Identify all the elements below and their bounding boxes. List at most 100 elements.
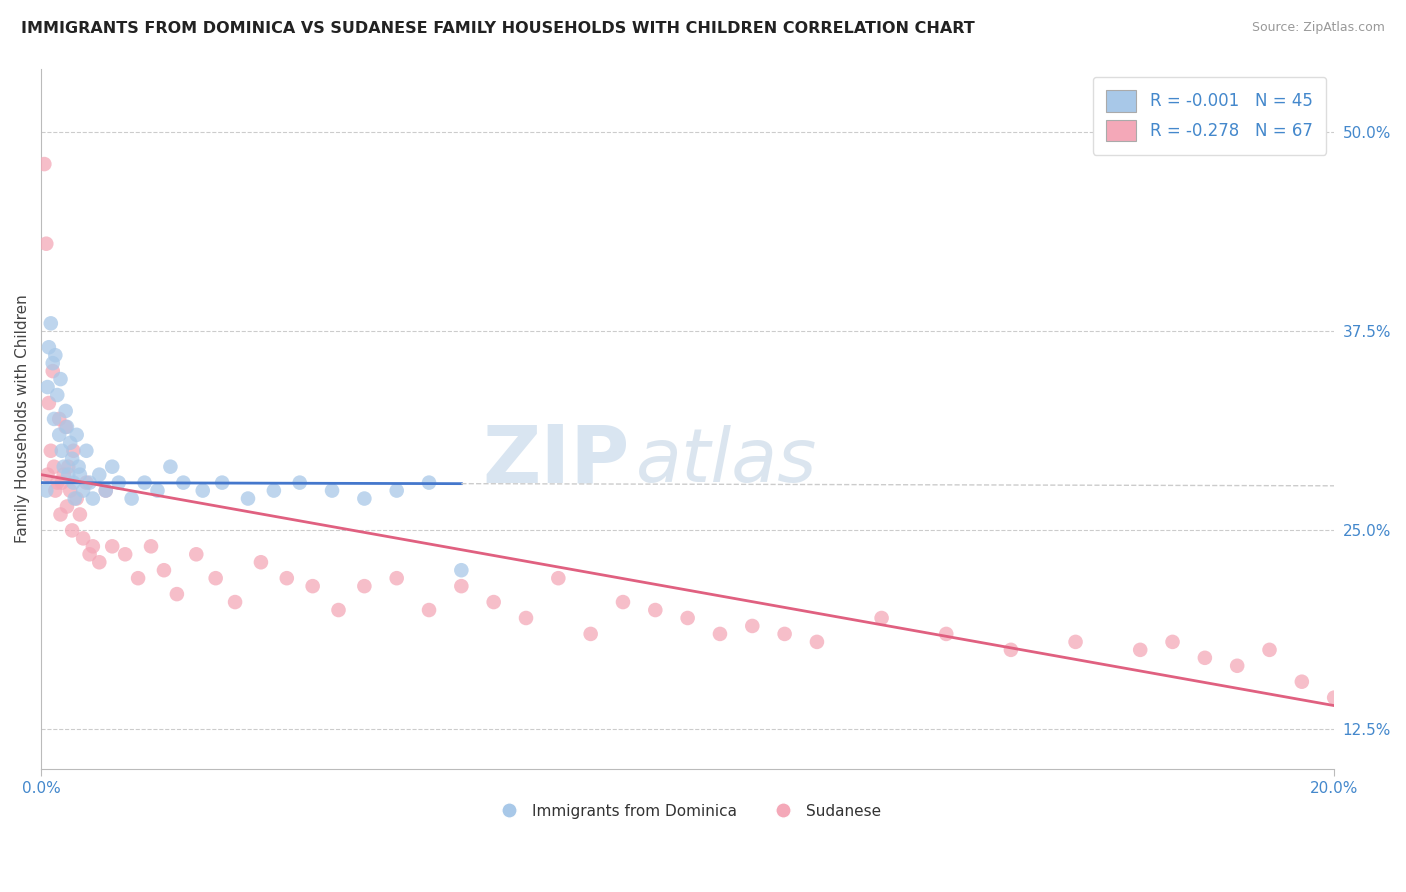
Text: ZIP: ZIP bbox=[482, 422, 630, 500]
Point bbox=[1129, 643, 1152, 657]
Point bbox=[773, 627, 796, 641]
Point bbox=[59, 483, 82, 498]
Text: IMMIGRANTS FROM DOMINICA VS SUDANESE FAMILY HOUSEHOLDS WITH CHILDREN CORRELATION: IMMIGRANTS FROM DOMINICA VS SUDANESE FAM… bbox=[21, 21, 974, 37]
Legend: Immigrants from Dominica, Sudanese: Immigrants from Dominica, Sudanese bbox=[488, 797, 887, 825]
Point bbox=[63, 491, 86, 506]
Point bbox=[55, 404, 77, 418]
Point bbox=[263, 483, 285, 498]
Point bbox=[676, 611, 699, 625]
Point bbox=[450, 579, 472, 593]
Point bbox=[1064, 635, 1087, 649]
Point bbox=[172, 475, 194, 490]
Point bbox=[42, 364, 65, 378]
Point bbox=[89, 555, 111, 569]
Point bbox=[51, 443, 73, 458]
Point bbox=[69, 508, 91, 522]
Point bbox=[35, 236, 58, 251]
Point bbox=[612, 595, 634, 609]
Point bbox=[709, 627, 731, 641]
Point bbox=[49, 508, 72, 522]
Text: Source: ZipAtlas.com: Source: ZipAtlas.com bbox=[1251, 21, 1385, 35]
Point bbox=[288, 475, 311, 490]
Point bbox=[191, 483, 214, 498]
Point bbox=[353, 579, 375, 593]
Point bbox=[644, 603, 666, 617]
Point bbox=[515, 611, 537, 625]
Text: atlas: atlas bbox=[636, 425, 817, 497]
Point bbox=[321, 483, 343, 498]
Point bbox=[46, 475, 69, 490]
Point bbox=[935, 627, 957, 641]
Point bbox=[89, 467, 111, 482]
Point bbox=[56, 420, 79, 434]
Point bbox=[127, 571, 149, 585]
Point bbox=[806, 635, 828, 649]
Point bbox=[46, 388, 69, 402]
Point bbox=[450, 563, 472, 577]
Point bbox=[39, 317, 62, 331]
Point bbox=[42, 412, 65, 426]
Point bbox=[1323, 690, 1346, 705]
Point bbox=[107, 475, 129, 490]
Point bbox=[51, 475, 73, 490]
Point bbox=[34, 157, 56, 171]
Point bbox=[49, 372, 72, 386]
Point bbox=[37, 380, 59, 394]
Point bbox=[69, 467, 91, 482]
Point bbox=[1000, 643, 1022, 657]
Point bbox=[418, 475, 440, 490]
Point bbox=[44, 348, 66, 362]
Point bbox=[166, 587, 188, 601]
Point bbox=[385, 483, 408, 498]
Point bbox=[72, 483, 94, 498]
Point bbox=[75, 443, 97, 458]
Point bbox=[146, 483, 169, 498]
Point bbox=[38, 340, 60, 354]
Point bbox=[153, 563, 176, 577]
Point bbox=[58, 467, 80, 482]
Point bbox=[48, 412, 70, 426]
Point bbox=[114, 547, 136, 561]
Point bbox=[55, 420, 77, 434]
Point bbox=[48, 427, 70, 442]
Point bbox=[42, 459, 65, 474]
Point bbox=[1161, 635, 1184, 649]
Point bbox=[236, 491, 259, 506]
Point bbox=[52, 459, 75, 474]
Point bbox=[75, 475, 97, 490]
Point bbox=[224, 595, 246, 609]
Point bbox=[60, 451, 83, 466]
Point bbox=[186, 547, 208, 561]
Point bbox=[328, 603, 350, 617]
Point bbox=[35, 483, 58, 498]
Point bbox=[276, 571, 298, 585]
Point bbox=[58, 459, 80, 474]
Point bbox=[101, 539, 124, 553]
Point bbox=[59, 435, 82, 450]
Y-axis label: Family Households with Children: Family Households with Children bbox=[15, 294, 30, 543]
Point bbox=[741, 619, 763, 633]
Point bbox=[579, 627, 602, 641]
Point bbox=[121, 491, 143, 506]
Point bbox=[134, 475, 156, 490]
Point bbox=[159, 459, 181, 474]
Point bbox=[38, 396, 60, 410]
Point bbox=[94, 483, 117, 498]
Point bbox=[79, 475, 101, 490]
Point bbox=[1194, 650, 1216, 665]
Point bbox=[1258, 643, 1281, 657]
Point bbox=[1226, 658, 1249, 673]
Point bbox=[385, 571, 408, 585]
Point bbox=[82, 539, 104, 553]
Point bbox=[39, 443, 62, 458]
Point bbox=[67, 459, 90, 474]
Point bbox=[66, 491, 89, 506]
Point bbox=[56, 500, 79, 514]
Point bbox=[66, 427, 89, 442]
Point bbox=[79, 547, 101, 561]
Point bbox=[82, 491, 104, 506]
Point bbox=[301, 579, 323, 593]
Point bbox=[62, 443, 84, 458]
Point bbox=[211, 475, 233, 490]
Point bbox=[62, 475, 84, 490]
